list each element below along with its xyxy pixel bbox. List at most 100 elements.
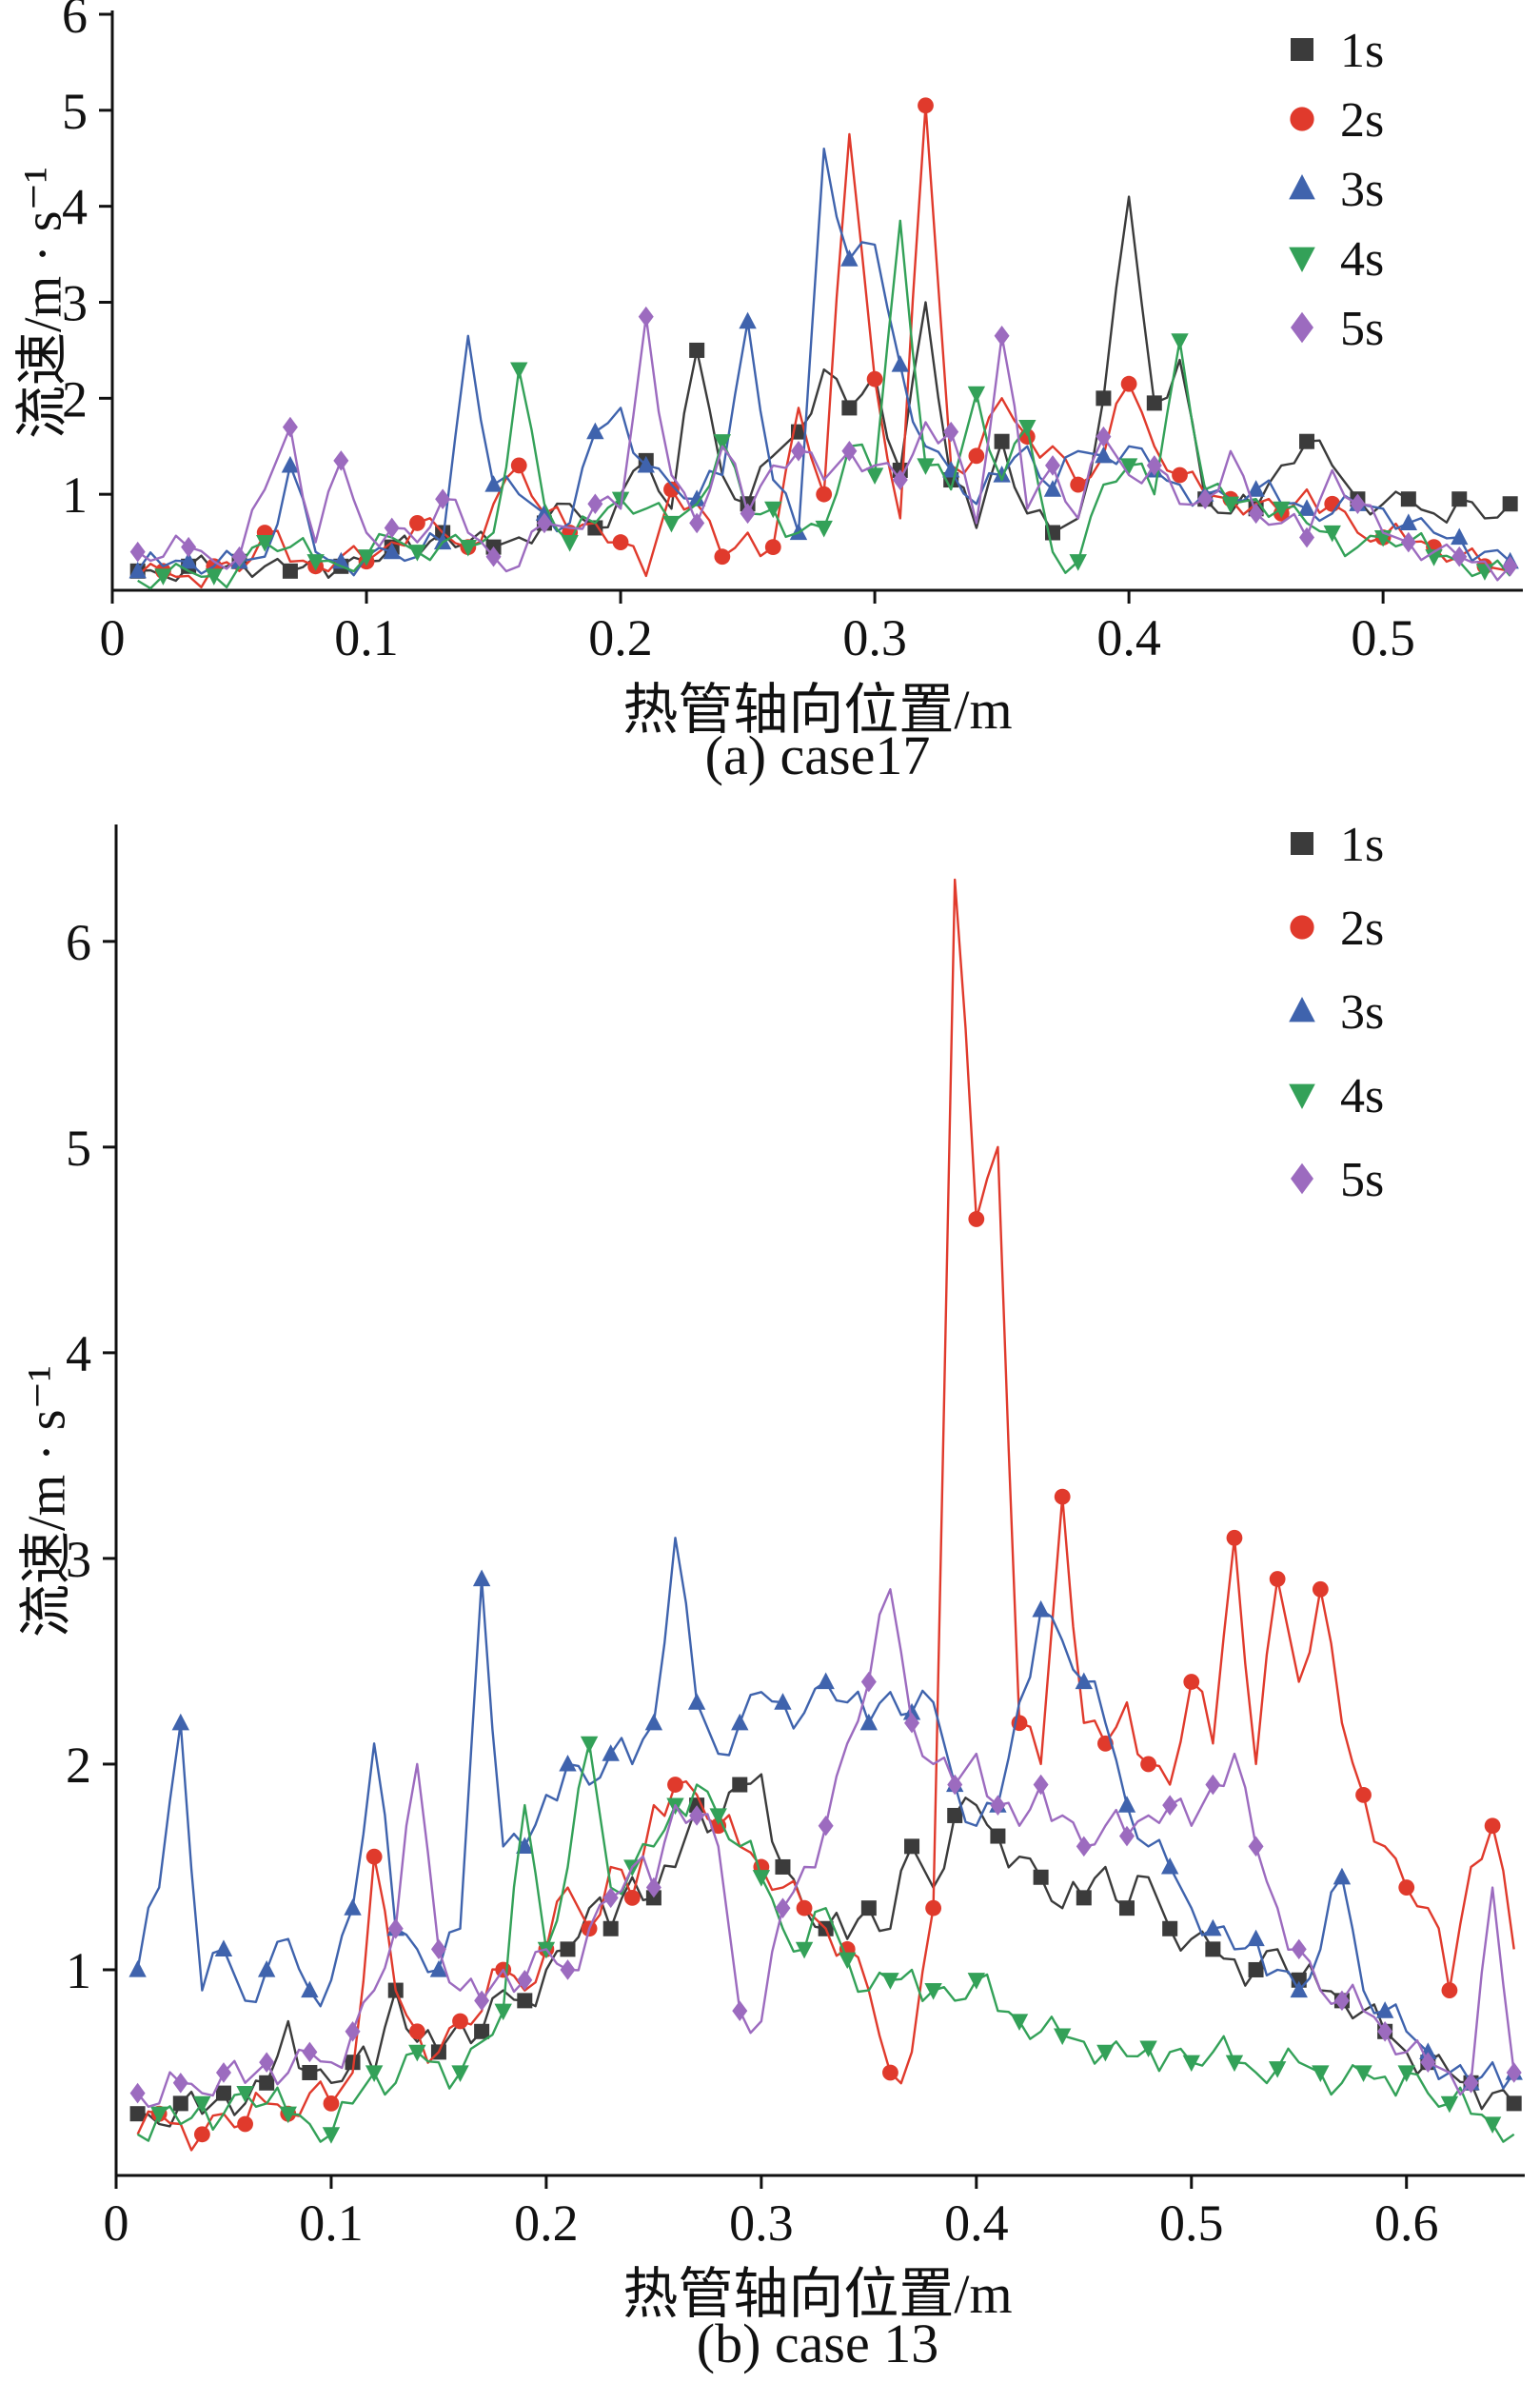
series-marker-3s <box>891 355 909 372</box>
series-marker-3s <box>902 1702 921 1720</box>
series-marker-2s <box>1484 1817 1501 1835</box>
axes: 0 0.1 0.2 0.3 0.4 0.5 1 2 3 4 5 6 <box>62 0 1523 666</box>
series-marker-5s <box>1248 503 1264 525</box>
series-marker-2s <box>663 481 680 498</box>
series-marker-2s <box>882 2064 898 2081</box>
series-marker-1s <box>1076 1890 1092 1906</box>
series-marker-2s <box>612 534 629 550</box>
series-marker-5s <box>740 503 756 525</box>
series-marker-3s <box>128 561 147 579</box>
series-marker-4s <box>149 2106 168 2124</box>
series-marker-4s <box>357 549 376 566</box>
series-marker-3s <box>1117 1796 1136 1813</box>
series-marker-4s <box>1225 2055 1244 2073</box>
series-marker-3s <box>383 542 401 560</box>
series-marker-4s <box>752 1870 771 1887</box>
series-marker-1s <box>259 2075 275 2091</box>
legend-marker-5s <box>1291 1162 1313 1195</box>
series-marker-5s <box>1506 2062 1522 2083</box>
x-tick-label: 0 <box>100 609 126 666</box>
series-marker-3s <box>774 1693 792 1710</box>
series-marker-3s <box>840 249 859 267</box>
series-marker-3s <box>171 1713 189 1731</box>
series-5s <box>129 306 1518 582</box>
x-tick-label: 0 <box>104 2194 129 2252</box>
series-marker-4s <box>713 434 732 451</box>
series-marker-3s <box>484 475 503 492</box>
series-marker-4s <box>1096 2044 1115 2062</box>
series-marker-4s <box>865 467 884 485</box>
series-marker-2s <box>667 1777 683 1793</box>
series-marker-5s <box>435 488 451 510</box>
series-marker-1s <box>1400 491 1416 507</box>
series-marker-2s <box>968 447 985 465</box>
series-marker-5s <box>732 2000 748 2021</box>
series-marker-5s <box>1248 1836 1264 1857</box>
series-marker-2s <box>1120 375 1137 392</box>
series-marker-5s <box>689 512 705 534</box>
series-marker-4s <box>408 545 426 562</box>
y-tick-label: 1 <box>66 1942 91 1999</box>
x-tick-label: 0.1 <box>334 609 399 666</box>
y-tick-label: 5 <box>66 1120 91 1177</box>
series-marker-3s <box>1204 1918 1222 1936</box>
series-marker-2s <box>1226 1529 1243 1546</box>
legend-marker-2s <box>1290 915 1314 940</box>
series-marker-4s <box>1354 2065 1372 2082</box>
series-marker-1s <box>1118 1900 1135 1916</box>
legend-label-5s: 5s <box>1340 1153 1384 1207</box>
y-axis-label-b: 流速/m · s⁻¹ <box>17 1365 77 1638</box>
caption-a: (a) case17 <box>704 725 931 786</box>
series-marker-3s <box>301 1980 319 1998</box>
series-marker-5s <box>181 536 197 558</box>
series-marker-3s <box>1043 480 1062 497</box>
legend-marker-1s <box>1291 38 1313 61</box>
y-tick-label: 6 <box>62 0 88 44</box>
series-marker-5s <box>282 416 298 438</box>
series-marker-4s <box>917 458 935 475</box>
series-marker-3s <box>429 1959 448 1977</box>
series-marker-1s <box>1033 1869 1049 1885</box>
series-marker-3s <box>644 1713 663 1731</box>
legend-marker-4s <box>1289 1083 1315 1109</box>
series-marker-2s <box>1441 1982 1458 1998</box>
series-marker-1s <box>215 2085 231 2101</box>
series-marker-4s <box>1053 2028 1072 2046</box>
series-marker-5s <box>259 2052 275 2073</box>
series-marker-1s <box>904 1838 920 1855</box>
series-marker-5s <box>1033 1774 1049 1796</box>
legend-marker-4s <box>1289 247 1315 272</box>
series-marker-3s <box>344 1898 362 1916</box>
series-marker-3s <box>1160 1857 1179 1875</box>
series-marker-2s <box>866 370 883 387</box>
series-marker-4s <box>1323 525 1341 543</box>
legend-label-3s: 3s <box>1340 985 1384 1040</box>
series-marker-4s <box>322 2127 341 2144</box>
x-axis-label-a: 热管轴向位置/m <box>622 679 1013 741</box>
series-marker-1s <box>172 2095 188 2112</box>
y-tick-label: 3 <box>62 275 88 332</box>
series-marker-5s <box>1205 1774 1221 1796</box>
series-marker-2s <box>714 548 731 566</box>
series-marker-1s <box>947 1807 963 1823</box>
series-marker-3s <box>214 1939 233 1956</box>
series-marker-2s <box>623 1889 641 1906</box>
series-marker-4s <box>193 2095 211 2114</box>
series-marker-3s <box>1290 1980 1308 1998</box>
series-marker-5s <box>1096 426 1112 447</box>
series-marker-3s <box>257 1959 276 1977</box>
series-marker-5s <box>775 1897 791 1918</box>
series-marker-2s <box>764 539 781 556</box>
x-tick-label: 0.1 <box>299 2194 364 2252</box>
series-marker-1s <box>990 1828 1006 1844</box>
legend-marker-3s <box>1289 997 1315 1023</box>
series-marker-1s <box>1451 491 1468 507</box>
legend-label-3s: 3s <box>1340 163 1384 217</box>
series-marker-2s <box>925 1899 942 1916</box>
series-marker-4s <box>1018 419 1037 437</box>
series-marker-2s <box>1312 1580 1329 1598</box>
series-marker-1s <box>732 1777 748 1793</box>
series-marker-5s <box>1045 455 1060 476</box>
series-3s <box>128 1537 1523 2091</box>
series-marker-4s <box>306 554 325 571</box>
